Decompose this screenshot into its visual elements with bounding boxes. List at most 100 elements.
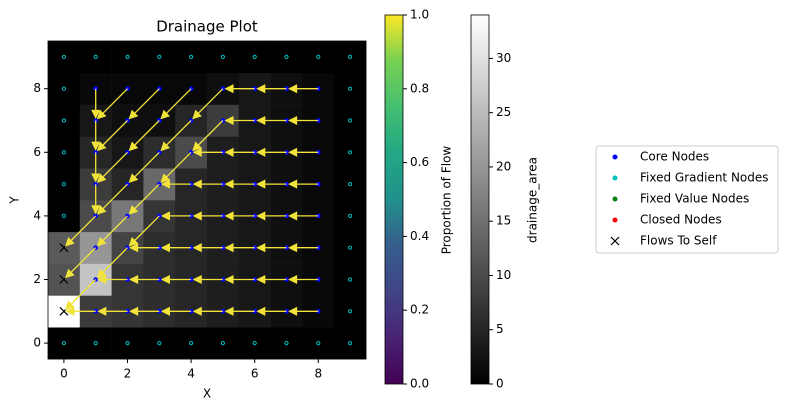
y-tick-label: 4 <box>33 208 41 222</box>
fixed-gradient-node <box>61 118 67 123</box>
flow-arrow <box>160 306 192 316</box>
fixed-gradient-node <box>61 54 67 60</box>
fixed-gradient-node <box>61 86 67 91</box>
legend-label: Fixed Gradient Nodes <box>640 171 769 185</box>
flow-arrow <box>97 274 128 285</box>
cell <box>334 295 367 328</box>
fixed-gradient-node <box>61 150 67 155</box>
flow-arrow <box>224 306 255 316</box>
flow-arrow <box>288 211 319 221</box>
flow-arrow <box>96 247 128 279</box>
chart-title: Drainage Plot <box>156 18 258 36</box>
colorbar <box>470 14 490 385</box>
flow-arrow <box>224 147 255 157</box>
fixed-gradient-node <box>93 341 98 346</box>
fixed-gradient-node <box>252 341 257 346</box>
flow-arrow <box>192 147 223 157</box>
colorbar-tick-label: 0.4 <box>410 229 429 243</box>
flow-arrow <box>288 115 319 126</box>
flow-arrow <box>192 88 224 120</box>
flow-arrow <box>256 84 287 94</box>
flow-arrow <box>96 88 128 120</box>
fixed-gradient-node <box>348 150 353 155</box>
flow-arrow <box>96 151 128 184</box>
flow-arrow <box>256 147 287 157</box>
cell <box>48 168 81 201</box>
fixed-gradient-node <box>348 213 353 218</box>
fixed-gradient-node <box>125 54 130 60</box>
cell <box>207 327 240 360</box>
cell <box>334 136 367 169</box>
cell <box>48 200 81 233</box>
cell <box>334 41 367 74</box>
colorbar-tick-label: 15 <box>496 214 511 228</box>
flow-arrow <box>91 88 101 119</box>
y-tick-label: 8 <box>33 81 41 95</box>
flow-arrow <box>192 243 223 253</box>
cell <box>238 41 271 74</box>
cell <box>175 41 208 74</box>
fixed-gradient-node <box>348 245 353 250</box>
flow-arrow <box>91 184 101 215</box>
legend-marker <box>612 217 618 223</box>
cell <box>334 231 367 264</box>
cell <box>270 41 303 74</box>
colorbar-label: Proportion of Flow <box>440 146 454 255</box>
fixed-gradient-node <box>125 341 130 346</box>
flow-arrow <box>224 115 255 126</box>
flow-arrow <box>288 179 319 189</box>
flow-arrow <box>97 306 128 316</box>
flow-arrow <box>91 152 101 183</box>
flow-arrow <box>160 88 192 120</box>
flow-arrow <box>128 183 160 215</box>
y-tick-label: 0 <box>33 336 41 350</box>
flow-arrow <box>288 147 319 157</box>
fixed-gradient-node <box>220 54 225 60</box>
fixed-gradient-node <box>284 54 289 60</box>
flow-arrow <box>91 120 101 151</box>
cell <box>302 41 335 74</box>
flow-arrow <box>288 84 319 94</box>
y-tick-label: 2 <box>33 272 41 286</box>
fixed-gradient-node <box>93 54 98 60</box>
flow-arrow <box>192 274 223 285</box>
colorbar-tick-label: 5 <box>496 322 504 336</box>
legend-marker <box>612 175 618 181</box>
x-tick-label: 6 <box>251 367 259 381</box>
colorbar-tick-label: 0.0 <box>410 377 429 391</box>
flow-arrow <box>224 84 255 94</box>
fixed-gradient-node <box>157 341 162 346</box>
fixed-gradient-node <box>61 182 67 187</box>
colorbar-tick-label: 0.6 <box>410 155 429 169</box>
flow-arrow <box>160 120 192 152</box>
fixed-gradient-node <box>157 54 162 60</box>
flow-arrow <box>256 211 287 221</box>
flow-arrow <box>288 306 319 316</box>
cell <box>334 168 367 201</box>
fixed-gradient-node <box>252 54 257 60</box>
flow-arrow <box>129 274 160 285</box>
flow-arrow <box>256 274 287 285</box>
x-tick-label: 8 <box>314 367 322 381</box>
colorbar-label: drainage_area <box>526 157 540 243</box>
cell <box>143 327 176 360</box>
flow-arrow <box>288 243 319 253</box>
cell <box>48 136 81 169</box>
x-axis-label: X <box>203 387 211 401</box>
cell <box>207 41 240 74</box>
plot-frame <box>47 40 367 360</box>
flow-arrow <box>256 179 287 189</box>
fixed-gradient-node <box>348 54 353 60</box>
cell <box>334 200 367 233</box>
cell <box>175 327 208 360</box>
fixed-gradient-node <box>284 341 289 346</box>
flow-arrow <box>160 179 192 189</box>
flow-arrow <box>160 274 192 285</box>
fixed-gradient-node <box>348 118 353 123</box>
fixed-gradient-node <box>189 341 194 346</box>
cell <box>48 327 81 360</box>
cell <box>270 327 303 360</box>
legend-box <box>595 145 779 254</box>
fixed-gradient-node <box>316 341 321 346</box>
